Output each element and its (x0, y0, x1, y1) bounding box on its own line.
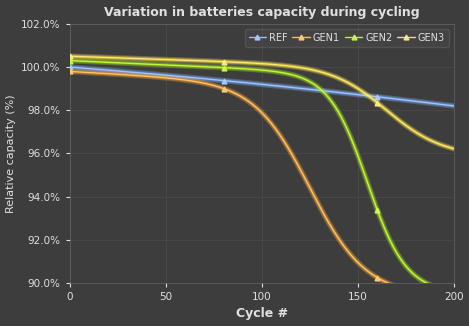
GEN2 (442, 285, 448, 289)
GEN1 (451, 285, 456, 289)
GEN3 (67, 54, 72, 58)
GEN1 (67, 69, 72, 73)
GEN1 (249, 102, 255, 106)
GEN2 (382, 226, 387, 230)
GEN3 (442, 144, 447, 148)
Legend: REF, GEN1, GEN2, GEN3: REF, GEN1, GEN2, GEN3 (245, 29, 449, 47)
Line: GEN3: GEN3 (67, 54, 456, 151)
GEN3 (382, 107, 387, 111)
GEN1 (295, 164, 301, 168)
GEN2 (451, 285, 456, 289)
GEN3 (251, 61, 257, 65)
Line: GEN2: GEN2 (67, 58, 456, 289)
GEN2 (67, 59, 72, 63)
Y-axis label: Relative capacity (%): Relative capacity (%) (6, 94, 15, 213)
GEN2 (274, 70, 280, 74)
GEN1 (396, 285, 402, 289)
Line: REF: REF (67, 65, 456, 108)
GEN2 (434, 285, 439, 289)
Line: GEN1: GEN1 (67, 69, 456, 289)
GEN3 (274, 63, 280, 67)
GEN3 (451, 147, 456, 151)
Title: Variation in batteries capacity during cycling: Variation in batteries capacity during c… (104, 6, 419, 19)
REF (442, 103, 447, 107)
X-axis label: Cycle #: Cycle # (235, 307, 287, 320)
GEN2 (249, 67, 255, 71)
GEN3 (295, 65, 301, 69)
GEN2 (251, 67, 257, 71)
GEN1 (274, 129, 280, 133)
REF (295, 86, 301, 90)
GEN1 (442, 285, 448, 289)
REF (251, 82, 257, 85)
REF (274, 84, 280, 88)
GEN3 (249, 61, 255, 65)
GEN1 (251, 104, 257, 108)
REF (67, 65, 72, 69)
REF (451, 104, 456, 108)
REF (249, 82, 255, 85)
GEN2 (295, 75, 301, 79)
GEN1 (382, 279, 387, 283)
REF (382, 96, 387, 99)
